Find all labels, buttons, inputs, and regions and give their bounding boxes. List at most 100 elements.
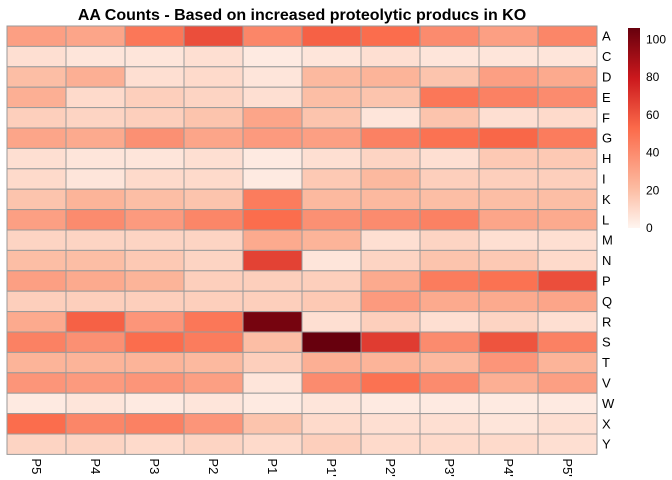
heatmap-cell-Q-P3 <box>124 290 185 313</box>
heatmap-cell-E-P1' <box>301 86 362 109</box>
heatmap-cell-A-P1 <box>242 25 303 47</box>
heatmap-cell-W-P3 <box>124 392 185 415</box>
heatmap-cell-T-P5' <box>537 351 598 374</box>
heatmap-cell-N-P1' <box>301 249 362 272</box>
heatmap-cell-M-P2 <box>183 229 244 251</box>
heatmap-cell-L-P3 <box>124 209 185 231</box>
heatmap-cell-R-P2 <box>183 311 244 333</box>
heatmap-cell-N-P3' <box>419 249 480 272</box>
row-label-G: G <box>602 131 612 146</box>
heatmap-cell-E-P5 <box>6 86 67 109</box>
heatmap-cell-P-P4 <box>65 270 126 292</box>
heatmap-cell-Q-P2 <box>183 290 244 313</box>
heatmap-cell-R-P1' <box>301 311 362 333</box>
heatmap-cell-X-P2 <box>183 413 244 435</box>
heatmap-cell-F-P1 <box>242 107 303 129</box>
row-label-M: M <box>602 233 613 248</box>
heatmap-cell-N-P5' <box>537 249 598 272</box>
heatmap-cell-K-P3' <box>419 188 480 211</box>
heatmap-cell-F-P5' <box>537 107 598 129</box>
heatmap-cell-I-P4' <box>478 168 539 190</box>
heatmap-cell-T-P2' <box>360 351 421 374</box>
heatmap-cell-R-P1 <box>242 311 303 333</box>
heatmap-cell-K-P3 <box>124 188 185 211</box>
heatmap-cell-I-P2' <box>360 168 421 190</box>
column-labels: P5 P4 P3 P2 P1 P1' P2' P3' P4' P5' <box>29 458 575 476</box>
heatmap-cell-L-P4 <box>65 209 126 231</box>
heatmap-cell-L-P5 <box>6 209 67 231</box>
heatmap-cell-K-P1 <box>242 188 303 211</box>
heatmap-cell-V-P3 <box>124 372 185 394</box>
heatmap-cell-F-P2 <box>183 107 244 129</box>
heatmap-cell-X-P5 <box>6 413 67 435</box>
heatmap-cell-N-P5 <box>6 249 67 272</box>
heatmap-cell-S-P4' <box>478 331 539 353</box>
heatmap-cell-W-P2 <box>183 392 244 415</box>
column-label-P2': P2' <box>383 458 398 476</box>
heatmap-cell-P-P3 <box>124 270 185 292</box>
heatmap-cell-C-P3' <box>419 45 480 68</box>
heatmap-cell-D-P1' <box>301 66 362 88</box>
heatmap-cell-T-P1 <box>242 351 303 374</box>
heatmap-cell-W-P2' <box>360 392 421 415</box>
row-label-V: V <box>602 376 611 391</box>
heatmap-cell-E-P1 <box>242 86 303 109</box>
heatmap-cell-C-P2 <box>183 45 244 68</box>
heatmap-cell-H-P5 <box>6 147 67 170</box>
heatmap-cell-G-P3' <box>419 127 480 149</box>
heatmap-cell-G-P4 <box>65 127 126 149</box>
heatmap-cell-M-P3' <box>419 229 480 251</box>
heatmap-cell-S-P3' <box>419 331 480 353</box>
column-label-P1': P1' <box>324 458 339 476</box>
heatmap-cell-Y-P1' <box>301 433 362 455</box>
colorbar-tick-label: 80 <box>646 70 660 84</box>
heatmap-cell-F-P3 <box>124 107 185 129</box>
heatmap-cell-S-P4 <box>65 331 126 353</box>
heatmap-cell-A-P3 <box>124 25 185 47</box>
heatmap-cell-Q-P2' <box>360 290 421 313</box>
row-label-Q: Q <box>602 294 612 309</box>
heatmap-cell-C-P3 <box>124 45 185 68</box>
heatmap-cell-D-P4 <box>65 66 126 88</box>
heatmap-cell-L-P3' <box>419 209 480 231</box>
heatmap-cell-M-P4 <box>65 229 126 251</box>
heatmap-cell-H-P3' <box>419 147 480 170</box>
heatmap-cell-N-P3 <box>124 249 185 272</box>
heatmap-cell-T-P2 <box>183 351 244 374</box>
heatmap-cell-Y-P4 <box>65 433 126 455</box>
heatmap-cell-H-P4' <box>478 147 539 170</box>
heatmap-cell-Y-P3' <box>419 433 480 455</box>
heatmap-cell-H-P5' <box>537 147 598 170</box>
heatmap-cell-X-P4' <box>478 413 539 435</box>
heatmap-cell-Q-P1 <box>242 290 303 313</box>
heatmap-cell-W-P1 <box>242 392 303 415</box>
row-label-E: E <box>602 90 611 105</box>
heatmap-cell-D-P5 <box>6 66 67 88</box>
heatmap-cell-C-P4' <box>478 45 539 68</box>
heatmap-cell-X-P1 <box>242 413 303 435</box>
heatmap-cell-F-P2' <box>360 107 421 129</box>
heatmap-cell-S-P2' <box>360 331 421 353</box>
heatmap-cell-H-P1 <box>242 147 303 170</box>
heatmap-cell-L-P2 <box>183 209 244 231</box>
heatmap-cell-I-P1' <box>301 168 362 190</box>
heatmap-cell-Y-P4' <box>478 433 539 455</box>
row-label-K: K <box>602 192 611 207</box>
heatmap-cell-K-P1' <box>301 188 362 211</box>
heatmap-cell-C-P1' <box>301 45 362 68</box>
heatmap-cell-I-P3' <box>419 168 480 190</box>
heatmap-cell-T-P4 <box>65 351 126 374</box>
column-label-P4: P4 <box>88 458 103 474</box>
heatmap-cell-P-P1' <box>301 270 362 292</box>
colorbar-tick-label: 100 <box>646 32 666 46</box>
colorbar-tick-label: 40 <box>646 146 660 160</box>
heatmap-cell-A-P4' <box>478 25 539 47</box>
heatmap-cell-S-P5 <box>6 331 67 353</box>
heatmap-cell-Q-P5 <box>6 290 67 313</box>
heatmap-cell-H-P1' <box>301 147 362 170</box>
row-label-I: I <box>602 172 606 187</box>
heatmap-cell-X-P4 <box>65 413 126 435</box>
heatmap-cell-Q-P3' <box>419 290 480 313</box>
heatmap-cell-Y-P2' <box>360 433 421 455</box>
